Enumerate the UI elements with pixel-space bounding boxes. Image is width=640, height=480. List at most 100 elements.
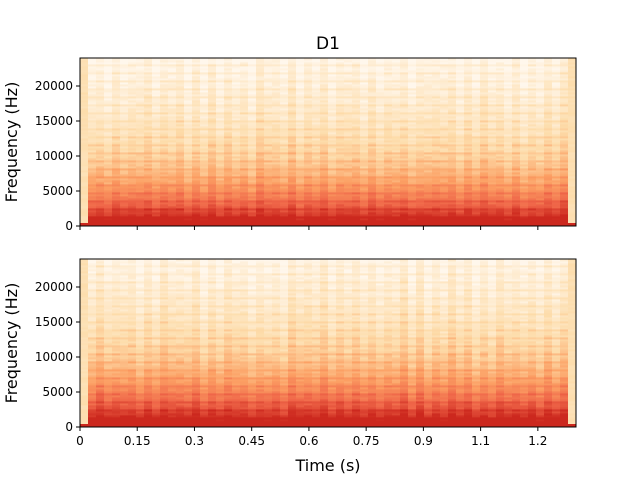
heatmap-cell (344, 210, 353, 213)
heatmap-cell (496, 116, 505, 119)
heatmap-cell (360, 190, 369, 193)
heatmap-cell (408, 154, 417, 157)
heatmap-cell (504, 202, 513, 205)
heatmap-cell (512, 148, 521, 151)
heatmap-cell (176, 192, 185, 195)
heatmap-cell (288, 108, 297, 111)
heatmap-cell (456, 88, 465, 91)
heatmap-cell (360, 60, 369, 63)
heatmap-cell (240, 198, 249, 201)
heatmap-cell (200, 186, 209, 189)
heatmap-cell (208, 114, 217, 117)
heatmap-cell (88, 106, 97, 109)
heatmap-cell (432, 118, 441, 121)
heatmap-cell (112, 60, 121, 63)
heatmap-cell (552, 154, 561, 157)
heatmap-cell (424, 132, 433, 135)
heatmap-cell (520, 84, 529, 87)
heatmap-cell (400, 166, 409, 169)
heatmap-cell (344, 88, 353, 91)
heatmap-cell (448, 114, 457, 117)
heatmap-cell (216, 146, 225, 149)
heatmap-cell (200, 152, 209, 155)
heatmap-cell (288, 110, 297, 113)
heatmap-cell (112, 206, 121, 209)
heatmap-cell (200, 62, 209, 65)
heatmap-cell (296, 210, 305, 213)
heatmap-cell (464, 164, 473, 167)
heatmap-cell (112, 168, 121, 171)
heatmap-cell (320, 160, 329, 163)
heatmap-cell (136, 96, 145, 99)
heatmap-cell (440, 150, 449, 153)
heatmap-cell (384, 174, 393, 177)
heatmap-cell (128, 106, 137, 109)
heatmap-cell (416, 198, 425, 201)
heatmap-cell (504, 212, 513, 215)
heatmap-cell (320, 196, 329, 199)
heatmap-cell (240, 94, 249, 97)
heatmap-cell (264, 212, 273, 215)
heatmap-cell (488, 184, 497, 187)
heatmap-cell (368, 88, 377, 91)
heatmap-cell (208, 200, 217, 203)
heatmap-cell (288, 216, 297, 219)
heatmap-cell (512, 84, 521, 87)
heatmap-cell (544, 186, 553, 189)
heatmap-cell (128, 174, 137, 177)
heatmap-cell (392, 156, 401, 159)
heatmap-cell (472, 92, 481, 95)
heatmap-cell (520, 198, 529, 201)
heatmap-cell (160, 74, 169, 77)
heatmap-cell (336, 126, 345, 129)
heatmap-cell (424, 118, 433, 121)
heatmap-cell (88, 134, 97, 137)
heatmap-cell (312, 64, 321, 67)
heatmap-cell (432, 76, 441, 79)
heatmap-cell (512, 60, 521, 63)
heatmap-cell (152, 154, 161, 157)
heatmap-cell (224, 168, 233, 171)
heatmap-cell (184, 210, 193, 213)
heatmap-cell (448, 162, 457, 165)
heatmap-cell (80, 192, 89, 195)
heatmap-cell (144, 66, 153, 69)
heatmap-cell (176, 146, 185, 149)
heatmap-cell (280, 156, 289, 159)
heatmap-cell (152, 64, 161, 67)
heatmap-cell (336, 150, 345, 153)
heatmap-cell (472, 210, 481, 213)
heatmap-cell (208, 196, 217, 199)
heatmap-cell (240, 180, 249, 183)
heatmap-cell (192, 182, 201, 185)
heatmap-cell (400, 220, 409, 223)
heatmap-cell (144, 62, 153, 65)
heatmap-cell (192, 212, 201, 215)
heatmap-cell (216, 214, 225, 217)
heatmap-cell (512, 154, 521, 157)
heatmap-cell (224, 82, 233, 85)
heatmap-cell (408, 140, 417, 143)
heatmap-cell (120, 92, 129, 95)
heatmap-cell (168, 198, 177, 201)
heatmap-cell (152, 194, 161, 197)
heatmap-cell (240, 148, 249, 151)
heatmap-cell (208, 104, 217, 107)
heatmap-cell (344, 194, 353, 197)
heatmap-cell (392, 214, 401, 217)
heatmap-cell (120, 134, 129, 137)
heatmap-cell (136, 108, 145, 111)
heatmap-cell (80, 178, 89, 181)
heatmap-cell (392, 100, 401, 103)
heatmap-cell (496, 164, 505, 167)
heatmap-cell (280, 172, 289, 175)
heatmap-cell (344, 80, 353, 83)
heatmap-cell (96, 166, 105, 169)
heatmap-cell (352, 72, 361, 75)
heatmap-cell (208, 184, 217, 187)
heatmap-cell (384, 156, 393, 159)
heatmap-cell (320, 126, 329, 129)
heatmap-cell (216, 168, 225, 171)
heatmap-cell (384, 166, 393, 169)
heatmap-cell (216, 132, 225, 135)
